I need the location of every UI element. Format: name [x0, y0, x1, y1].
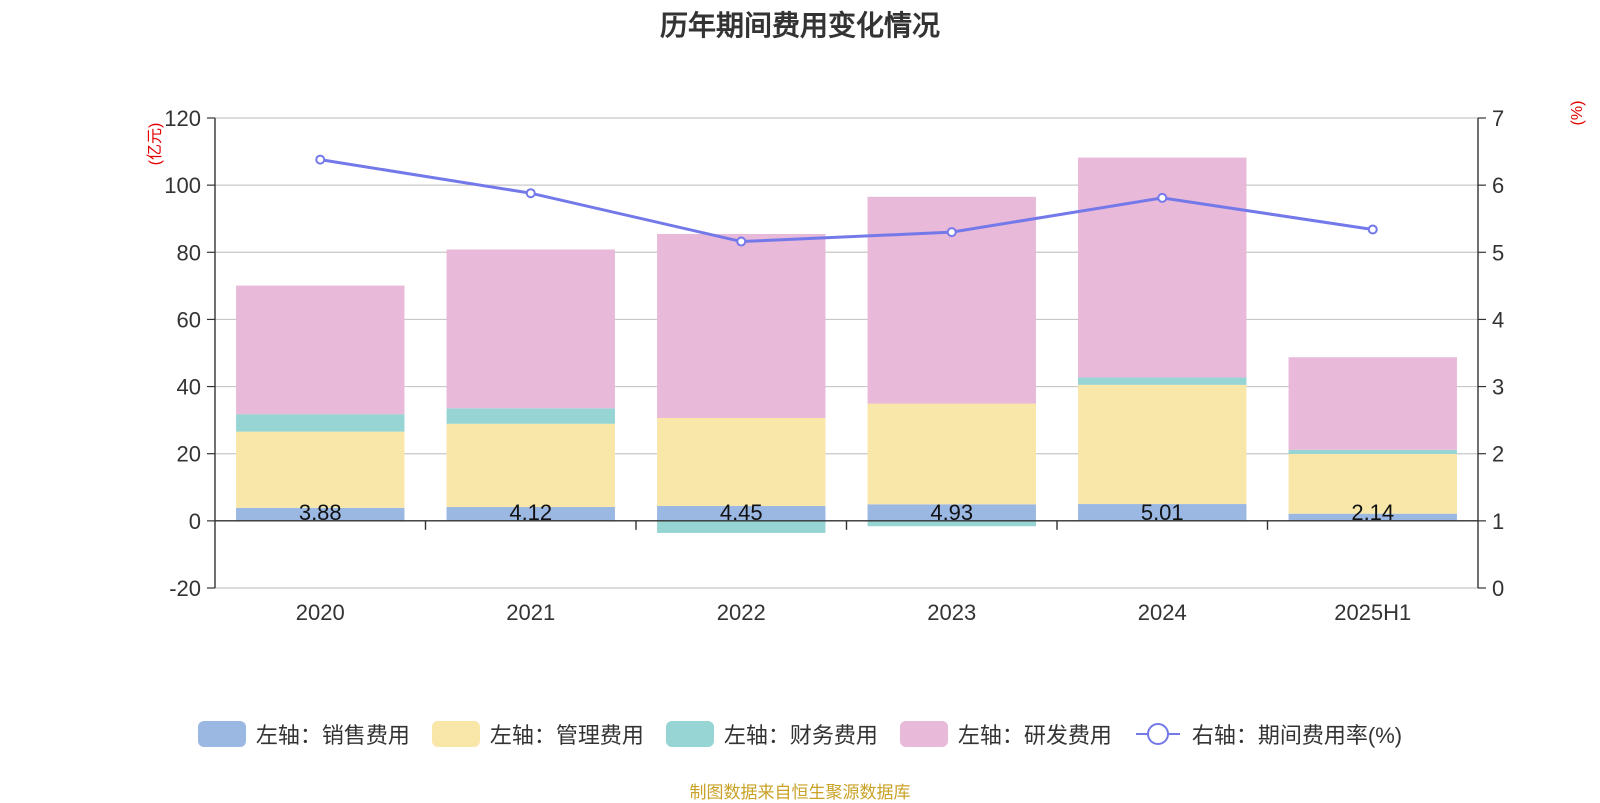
- rate-point: [1157, 192, 1168, 203]
- bar-segment-2: [1288, 453, 1457, 514]
- right-axis-tick-label: 7: [1492, 106, 1504, 131]
- rate-point: [315, 154, 326, 165]
- legend-item-1[interactable]: 左轴：销售费用: [197, 718, 410, 750]
- legend-swatch: [197, 721, 246, 747]
- sales-value-label: 5.01: [1141, 500, 1184, 525]
- bar-segment-4: [1288, 357, 1457, 450]
- bar-segment-3: [867, 520, 1036, 527]
- bar-segment-4: [657, 233, 826, 418]
- legend-item-2[interactable]: 左轴：管理费用: [431, 718, 644, 750]
- left-axis-tick-label: 100: [164, 173, 201, 198]
- right-axis-tick-label: 0: [1492, 576, 1504, 601]
- legend-swatch: [899, 721, 948, 747]
- right-axis-tick-label: 4: [1492, 307, 1504, 332]
- bar-segment-4: [446, 249, 615, 409]
- x-axis-tick-label: 2022: [717, 600, 766, 625]
- right-axis-tick-label: 1: [1492, 509, 1504, 534]
- bar-segment-4: [1078, 157, 1247, 378]
- legend-circle: [1146, 723, 1169, 745]
- rate-point: [736, 236, 747, 247]
- bar-segment-3: [1288, 449, 1457, 454]
- bar-segment-3: [446, 408, 615, 424]
- source-note: 制图数据来自恒生聚源数据库: [689, 783, 911, 802]
- left-axis-tick-label: -20: [169, 576, 201, 601]
- rate-line-series: [315, 154, 1378, 247]
- left-axis-tick-label: 80: [177, 240, 201, 265]
- sales-value-label: 4.12: [509, 500, 552, 525]
- left-axis-tick-label: 120: [164, 106, 201, 131]
- legend-line-marker-icon: [1135, 723, 1180, 745]
- x-axis-tick-label: 2021: [506, 600, 555, 625]
- left-axis-tick-label: 0: [189, 509, 201, 534]
- rate-point: [1367, 224, 1378, 235]
- sales-value-label: 4.93: [930, 500, 973, 525]
- right-axis-tick-label: 2: [1492, 442, 1504, 467]
- legend-label: 左轴：财务费用: [723, 723, 878, 748]
- bar-segment-3: [236, 414, 405, 432]
- sales-value-label: 3.88: [299, 500, 342, 525]
- chart-title: 历年期间费用变化情况: [659, 10, 940, 41]
- left-axis-unit: (亿元): [146, 123, 164, 166]
- legend-item-3[interactable]: 左轴：财务费用: [665, 718, 878, 750]
- bar-segment-2: [446, 423, 615, 508]
- left-axis-tick-label: 60: [177, 307, 201, 332]
- legend: 左轴：销售费用 左轴：管理费用 左轴：财务费用 左轴：研发费用 右轴：期间费用率(%): [0, 718, 1600, 750]
- bar-data-labels: 3.88 4.12 4.45 4.93 5.01 2.14: [299, 500, 1394, 525]
- right-axis-tick-label: 3: [1492, 375, 1504, 400]
- bar-series: [236, 157, 1457, 533]
- bar-segment-1: [1078, 504, 1247, 521]
- bar-segment-3: [1078, 377, 1247, 385]
- bar-segment-1: [657, 505, 826, 521]
- legend-label: 左轴：管理费用: [489, 723, 644, 748]
- bar-segment-4: [236, 285, 405, 415]
- rate-line: [320, 158, 1373, 244]
- x-axis-tick-label: 2024: [1138, 600, 1187, 625]
- bar-segment-2: [657, 417, 826, 506]
- sales-value-label: 4.45: [720, 500, 763, 525]
- bar-segment-1: [1288, 513, 1457, 521]
- bar-segment-1: [446, 507, 615, 521]
- legend-label: 右轴：期间费用率(%): [1191, 723, 1403, 748]
- legend-swatch: [665, 721, 714, 747]
- rate-point: [946, 227, 957, 238]
- left-axis-tick-label: 20: [177, 442, 201, 467]
- bar-segment-2: [867, 403, 1036, 505]
- right-axis-tick-label: 5: [1492, 240, 1504, 265]
- legend-item-5[interactable]: 右轴：期间费用率(%): [1134, 718, 1402, 750]
- rate-point: [525, 188, 536, 199]
- bar-segment-2: [1078, 384, 1247, 505]
- sales-value-label: 2.14: [1351, 500, 1394, 525]
- legend-swatch: [431, 721, 480, 747]
- legend-label: 左轴：研发费用: [957, 723, 1112, 748]
- legend-label: 左轴：销售费用: [255, 723, 410, 748]
- bar-segment-1: [867, 504, 1036, 521]
- right-axis-unit: (%): [1569, 101, 1586, 126]
- chart-plot: -20 0 20 40 60 80 100 120 0 1 2 3 4 5 6 7 2020 2021 2022 20…: [146, 101, 1586, 625]
- x-axis-tick-label: 2025H1: [1334, 600, 1411, 625]
- bar-segment-3: [657, 520, 826, 533]
- bar-segment-2: [236, 431, 405, 508]
- x-axis-tick-label: 2020: [296, 600, 345, 625]
- left-axis-tick-label: 40: [177, 375, 201, 400]
- axes: -20 0 20 40 60 80 100 120 0 1 2 3 4 5 6 7 2020 2021 2022 20…: [146, 101, 1586, 625]
- bar-segment-1: [236, 507, 405, 521]
- right-axis-tick-label: 6: [1492, 173, 1504, 198]
- x-axis-tick-label: 2023: [927, 600, 976, 625]
- legend-item-4[interactable]: 左轴：研发费用: [899, 718, 1112, 750]
